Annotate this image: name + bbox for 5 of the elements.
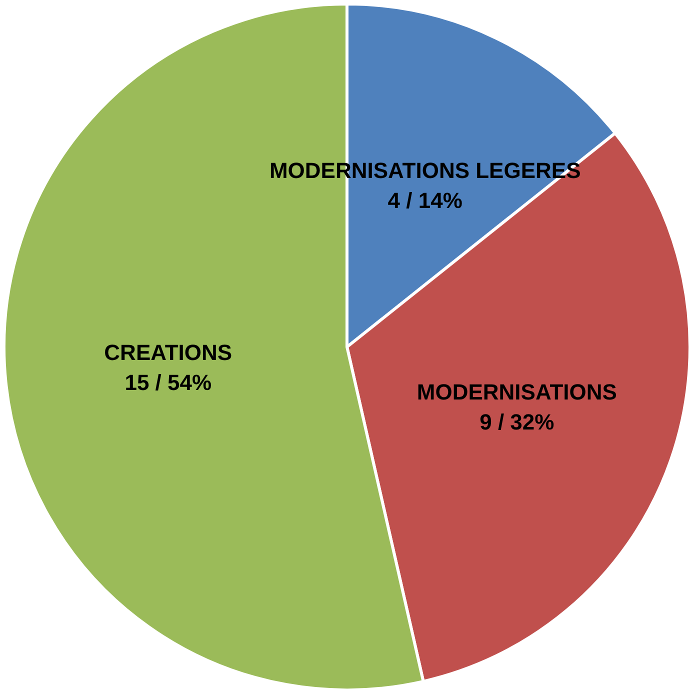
data-label: 4 / 14% [388, 188, 462, 213]
data-label: 15 / 54% [124, 370, 212, 396]
slice-label: MODERNISATIONS [416, 379, 617, 404]
slice-label: CREATIONS [104, 340, 232, 366]
data-label: 9 / 32% [480, 409, 554, 434]
